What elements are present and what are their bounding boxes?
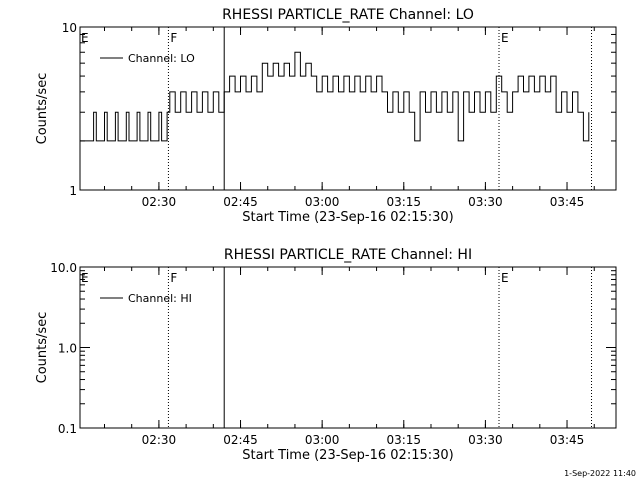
y-axis-label: Counts/sec — [35, 73, 50, 145]
x-tick-label: 03:15 — [386, 433, 421, 447]
marker-label: E — [501, 271, 509, 285]
x-tick-label: 02:30 — [142, 195, 177, 209]
panel-lo: RHESSI PARTICLE_RATE Channel: LO 02:30 02:… — [35, 7, 617, 225]
x-tick-label: 02:45 — [223, 433, 258, 447]
y-axis-label: Counts/sec — [35, 312, 50, 384]
marker-label: F — [170, 31, 177, 45]
plot-frame — [79, 26, 617, 191]
x-tick-label: 02:45 — [223, 195, 258, 209]
marker-label: E — [501, 31, 509, 45]
series-line — [80, 51, 590, 142]
x-tick-label: 03:45 — [550, 195, 585, 209]
edge-marker-label: E — [81, 271, 89, 285]
x-tick-label: 02:30 — [142, 433, 177, 447]
footer-timestamp: 1-Sep-2022 11:40 — [564, 469, 636, 478]
x-tick-label: 03:00 — [305, 195, 340, 209]
panel-hi: RHESSI PARTICLE_RATE Channel: HI 02:30 02:… — [35, 247, 617, 463]
y-tick-label: 1 — [69, 184, 77, 198]
marker-label: F — [170, 271, 177, 285]
x-tick-label: 03:45 — [550, 433, 585, 447]
x-axis-label: Start Time (23-Sep-16 02:15:30) — [242, 448, 453, 463]
legend-label: Channel: LO — [128, 52, 195, 65]
y-tick-label: 1.0 — [58, 342, 77, 356]
chart-title: RHESSI PARTICLE_RATE Channel: HI — [224, 247, 472, 263]
edge-marker-label: E — [81, 31, 89, 45]
y-tick-label: 10.0 — [50, 261, 77, 275]
legend-label: Channel: HI — [128, 292, 192, 305]
x-axis-label: Start Time (23-Sep-16 02:15:30) — [242, 210, 453, 225]
y-tick-label: 10 — [62, 21, 77, 35]
x-tick-label: 03:30 — [468, 195, 503, 209]
chart-title: RHESSI PARTICLE_RATE Channel: LO — [222, 7, 474, 23]
y-tick-label: 0.1 — [58, 422, 77, 436]
x-tick-label: 03:00 — [305, 433, 340, 447]
x-tick-label: 03:15 — [386, 195, 421, 209]
x-tick-label: 03:30 — [468, 433, 503, 447]
